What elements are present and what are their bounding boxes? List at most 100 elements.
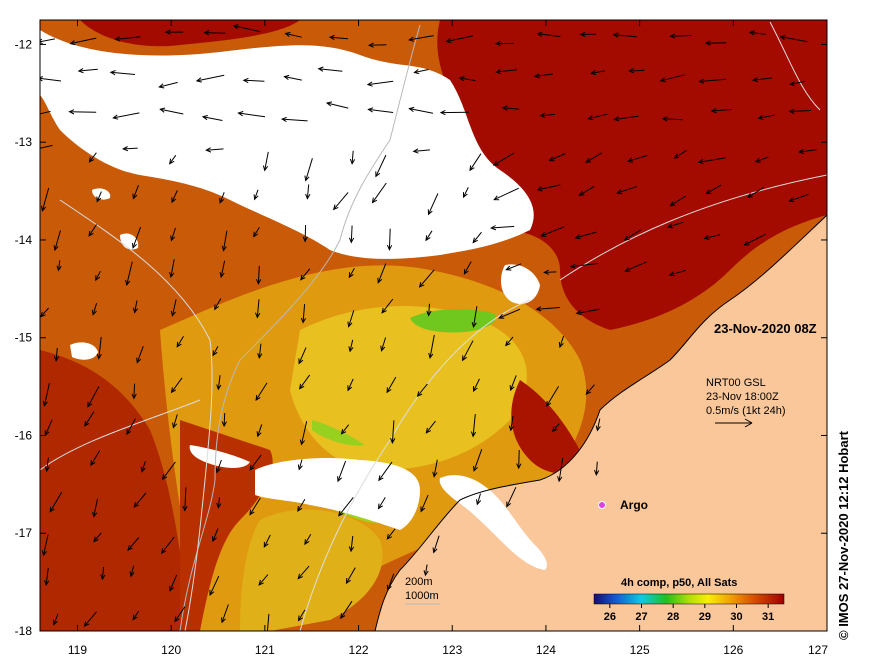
current-arrow — [93, 532, 102, 543]
y-tick-label: -18 — [15, 624, 33, 638]
current-arrow — [551, 423, 560, 433]
current-arrow — [349, 150, 356, 165]
current-source-label: NRT00 GSL — [706, 377, 766, 389]
y-axis: -12 -13 -14 -15 -16 -17 -18 — [15, 37, 827, 638]
credit-text: © IMOS 27-Nov-2020 12:12 Hobart — [836, 431, 851, 640]
cloud-west-2 — [189, 445, 250, 468]
current-arrow — [505, 263, 522, 271]
current-arrow — [779, 35, 808, 43]
current-arrow — [258, 574, 269, 586]
current-arrow — [255, 382, 268, 401]
current-arrow — [470, 414, 477, 438]
current-arrow — [420, 494, 429, 513]
current-arrow — [558, 335, 565, 349]
current-arrow — [44, 457, 50, 473]
sst-green-patch — [410, 309, 496, 333]
current-arrow — [703, 234, 721, 240]
current-arrow — [587, 113, 608, 121]
current-arrow — [705, 184, 722, 195]
map-frame — [39, 19, 828, 632]
current-time-label: 23-Nov 18:00Z — [706, 391, 779, 403]
current-arrow — [788, 108, 811, 114]
x-tick-label: 123 — [442, 643, 462, 657]
current-scale-arrow — [715, 418, 753, 428]
current-arrow — [132, 610, 140, 621]
current-arrow — [53, 230, 61, 252]
sst-yellow-south — [240, 509, 383, 631]
current-arrow — [348, 339, 354, 353]
current-arrow — [757, 114, 775, 120]
sst-green-patch-3 — [312, 420, 365, 446]
current-arrow — [381, 298, 394, 314]
colorbar-tick-label: 26 — [604, 611, 616, 623]
current-arrow — [616, 186, 637, 195]
current-arrow — [673, 149, 687, 159]
current-arrow — [585, 152, 603, 163]
current-arrow — [626, 154, 648, 163]
current-arrow — [425, 420, 436, 434]
current-arrow — [669, 33, 692, 39]
current-arrow — [95, 270, 101, 282]
current-arrow — [127, 537, 140, 551]
current-arrow — [579, 31, 596, 38]
isobath-1000m — [40, 21, 827, 631]
y-tick-label: -16 — [15, 428, 33, 442]
colorbar-tick-label: 29 — [699, 611, 711, 623]
current-arrow — [667, 221, 684, 229]
current-arrow — [41, 534, 49, 557]
current-arrow — [170, 377, 183, 394]
argo-label: Argo — [620, 498, 648, 512]
current-arrow — [159, 107, 184, 115]
current-arrow — [574, 231, 597, 240]
current-arrow — [590, 69, 606, 76]
current-arrow — [473, 378, 480, 393]
colorbar-tick-label: 28 — [667, 611, 679, 623]
current-arrow — [613, 115, 639, 122]
current-arrow — [612, 32, 637, 38]
current-arrow — [375, 154, 387, 178]
cloud-south — [255, 458, 420, 530]
current-arrow — [182, 487, 188, 512]
current-arrow — [668, 269, 686, 277]
current-arrow — [533, 73, 553, 79]
colorbar-tick-label: 30 — [730, 611, 742, 623]
current-arrow — [428, 334, 435, 360]
current-arrow — [280, 116, 308, 123]
current-arrow — [305, 184, 311, 200]
current-arrow — [595, 418, 601, 432]
current-arrow — [585, 384, 595, 395]
current-arrow — [509, 375, 517, 392]
current-arrow — [328, 34, 348, 41]
current-arrow — [628, 68, 645, 74]
x-tick-label: 120 — [161, 643, 181, 657]
colorbar-title: 4h comp, p50, All Sats — [621, 577, 737, 589]
current-arrow — [378, 461, 393, 482]
snapshot-date-label: 23-Nov-2020 08Z — [714, 321, 817, 336]
current-arrow — [386, 528, 396, 540]
current-arrow — [176, 336, 184, 348]
current-arrow — [697, 157, 726, 165]
current-arrow — [669, 195, 686, 207]
current-arrow — [125, 261, 133, 287]
current-arrow — [232, 24, 261, 33]
current-arrow — [56, 260, 62, 272]
current-arrow — [299, 421, 308, 446]
current-arrow — [195, 74, 225, 83]
current-arrow — [575, 308, 600, 316]
current-arrow — [257, 343, 263, 360]
current-arrow — [463, 261, 472, 275]
current-arrow — [212, 346, 219, 357]
current-arrow — [216, 497, 222, 509]
sst-map: Argo 23-Nov-2020 08Z NRT00 GSL 23-Nov 18… — [40, 20, 827, 631]
current-arrow — [418, 269, 435, 288]
x-tick-label: 125 — [630, 643, 650, 657]
current-arrow — [170, 299, 177, 317]
current-arrow — [42, 383, 50, 407]
current-arrow — [88, 152, 97, 163]
current-arrow — [69, 37, 97, 46]
current-arrow — [390, 420, 396, 444]
current-arrow — [754, 156, 769, 163]
current-arrow — [380, 337, 387, 352]
current-arrow — [348, 535, 355, 553]
current-arrow — [439, 109, 469, 116]
